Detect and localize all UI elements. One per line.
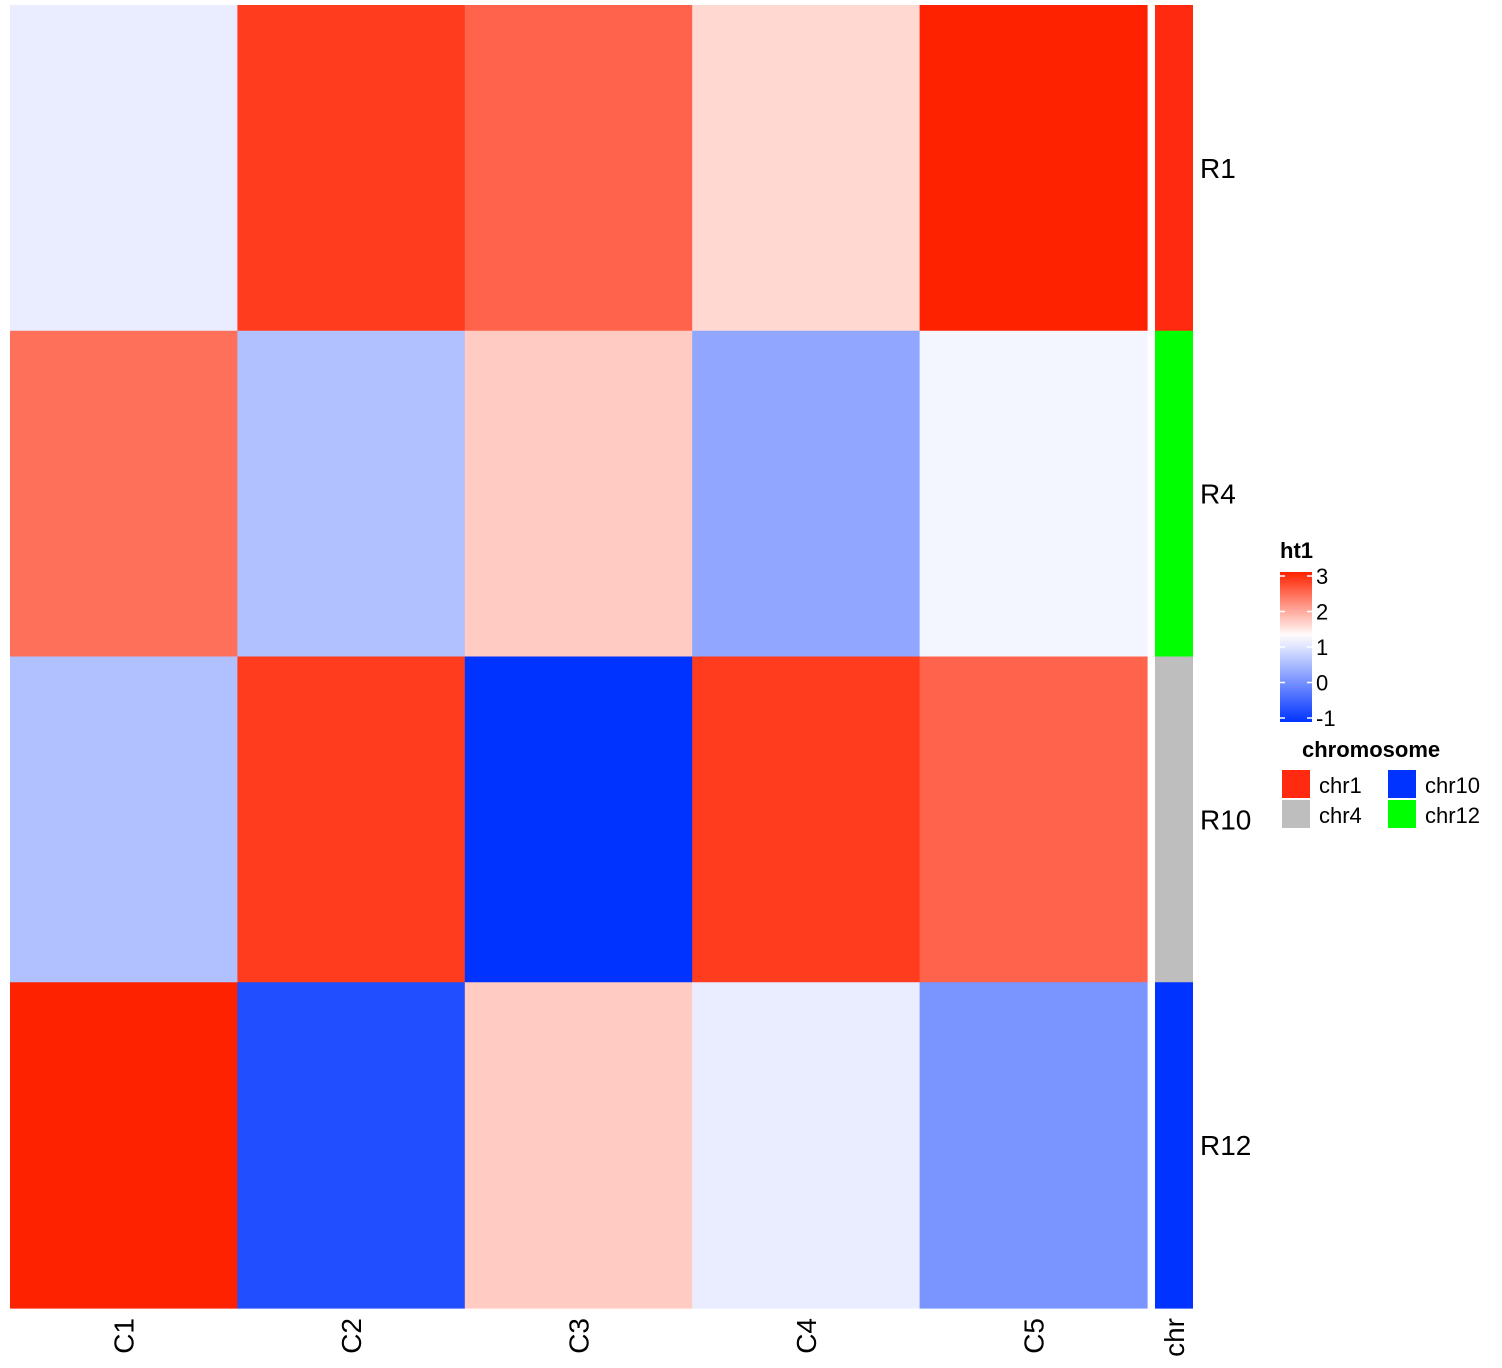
legend-tick-label: -1 <box>1316 706 1336 731</box>
legend-tick-label: 2 <box>1316 600 1328 625</box>
legend-title: chromosome <box>1302 737 1440 762</box>
legend-swatch <box>1388 770 1416 798</box>
heatmap-cell <box>237 330 466 658</box>
annotation-label: chr <box>1159 1318 1190 1357</box>
heatmap-cell <box>692 330 921 658</box>
legend-item-label: chr4 <box>1319 803 1362 828</box>
row-labels: R1 R4 R10 R12 <box>1200 153 1251 1161</box>
heatmap-cell <box>692 5 921 332</box>
chr-annotation-bar <box>1155 5 1193 1309</box>
legend-title: ht1 <box>1280 538 1313 563</box>
heatmap-cell <box>919 5 1148 332</box>
heatmap-cell <box>10 5 238 332</box>
legend-tick-label: 1 <box>1316 635 1328 660</box>
heatmap-cells <box>10 5 1148 1309</box>
row-label: R4 <box>1200 479 1236 510</box>
annotation-cell <box>1155 982 1193 1309</box>
chromosome-legend: chromosome chr1 chr4 chr10 chr12 <box>1282 737 1480 828</box>
row-label: R12 <box>1200 1130 1251 1161</box>
legend-gradient-bar <box>1280 572 1312 722</box>
legend-item-label: chr12 <box>1425 803 1480 828</box>
legend-tick-label: 3 <box>1316 564 1328 589</box>
heatmap-cell <box>464 5 693 332</box>
heatmap-cell <box>237 982 466 1309</box>
column-label: C2 <box>336 1318 367 1354</box>
legend-swatch <box>1282 770 1310 798</box>
heatmap-cell <box>919 656 1148 983</box>
legend-swatch <box>1282 800 1310 828</box>
column-label: C1 <box>109 1318 140 1354</box>
column-labels: C1 C2 C3 C4 C5 chr <box>109 1318 1190 1357</box>
annotation-cell <box>1155 330 1193 658</box>
legend-item-label: chr10 <box>1425 773 1480 798</box>
heatmap-cell <box>237 5 466 332</box>
heatmap-cell <box>464 656 693 983</box>
legend-tick-label: 0 <box>1316 671 1328 696</box>
heatmap-cell <box>464 982 693 1309</box>
annotation-cell <box>1155 5 1193 332</box>
heatmap-cell <box>692 982 921 1309</box>
heatmap-cell <box>10 656 238 983</box>
heatmap-cell <box>919 330 1148 658</box>
heatmap-cell <box>10 330 238 658</box>
heatmap-cell <box>919 982 1148 1309</box>
heatmap-cell <box>10 982 238 1309</box>
legend-swatch <box>1388 800 1416 828</box>
heatmap-cell <box>692 656 921 983</box>
row-label: R1 <box>1200 153 1236 184</box>
row-label: R10 <box>1200 804 1251 835</box>
annotation-cell <box>1155 656 1193 983</box>
heatmap-cell <box>464 330 693 658</box>
heatmap-cell <box>237 656 466 983</box>
legend-item-label: chr1 <box>1319 773 1362 798</box>
column-label: C5 <box>1018 1318 1049 1354</box>
column-label: C4 <box>791 1318 822 1354</box>
column-label: C3 <box>564 1318 595 1354</box>
